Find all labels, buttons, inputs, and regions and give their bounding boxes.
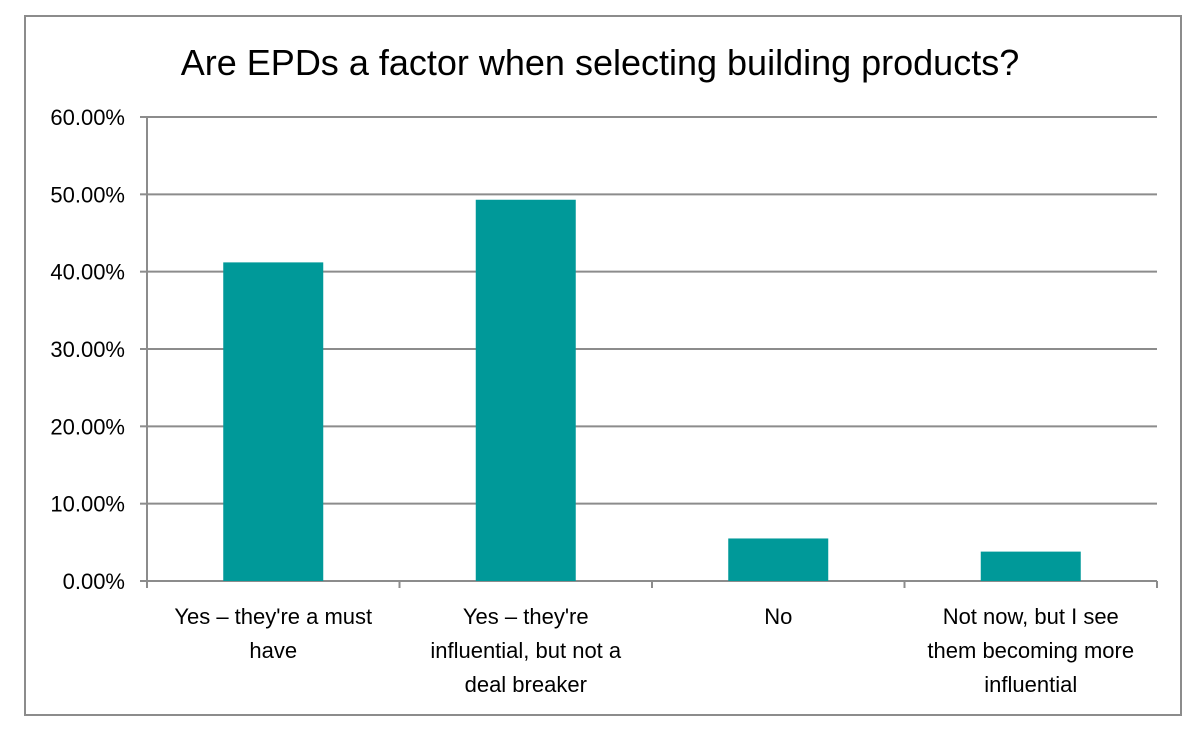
y-tick-label: 0.00% [63, 569, 125, 594]
x-category-label-line: No [764, 604, 792, 629]
x-category-label: Not now, but I see them becoming more infl… [927, 604, 1134, 697]
x-category-label-line: influential [984, 672, 1077, 697]
chart-title: Are EPDs a factor when selecting buildin… [180, 42, 1020, 83]
x-category-label-line: influential, but not a [430, 638, 622, 663]
x-category-label-line: have [249, 638, 297, 663]
bar [728, 538, 829, 581]
y-tick-label: 40.00% [50, 260, 125, 285]
x-category-label-line: them becoming more [927, 638, 1134, 663]
y-tick-label: 10.00% [50, 492, 125, 517]
x-category-label: Yes – they're a must have [174, 604, 372, 663]
y-tick-label: 60.00% [50, 105, 125, 130]
x-category-label-line: Yes – they're a must [174, 604, 372, 629]
chart-frame [24, 15, 1182, 716]
bar [223, 262, 324, 581]
x-category-label-line: deal breaker [465, 672, 587, 697]
x-category-label: No [764, 604, 792, 629]
x-category-label-line: Not now, but I see [943, 604, 1119, 629]
y-tick-label: 30.00% [50, 337, 125, 362]
bar [475, 199, 576, 581]
y-tick-label: 20.00% [50, 414, 125, 439]
x-category-label-line: Yes – they're [463, 604, 589, 629]
x-category-label: Yes – they're influential, but not a deal … [430, 604, 622, 697]
bar [980, 551, 1081, 581]
y-tick-label: 50.00% [50, 182, 125, 207]
